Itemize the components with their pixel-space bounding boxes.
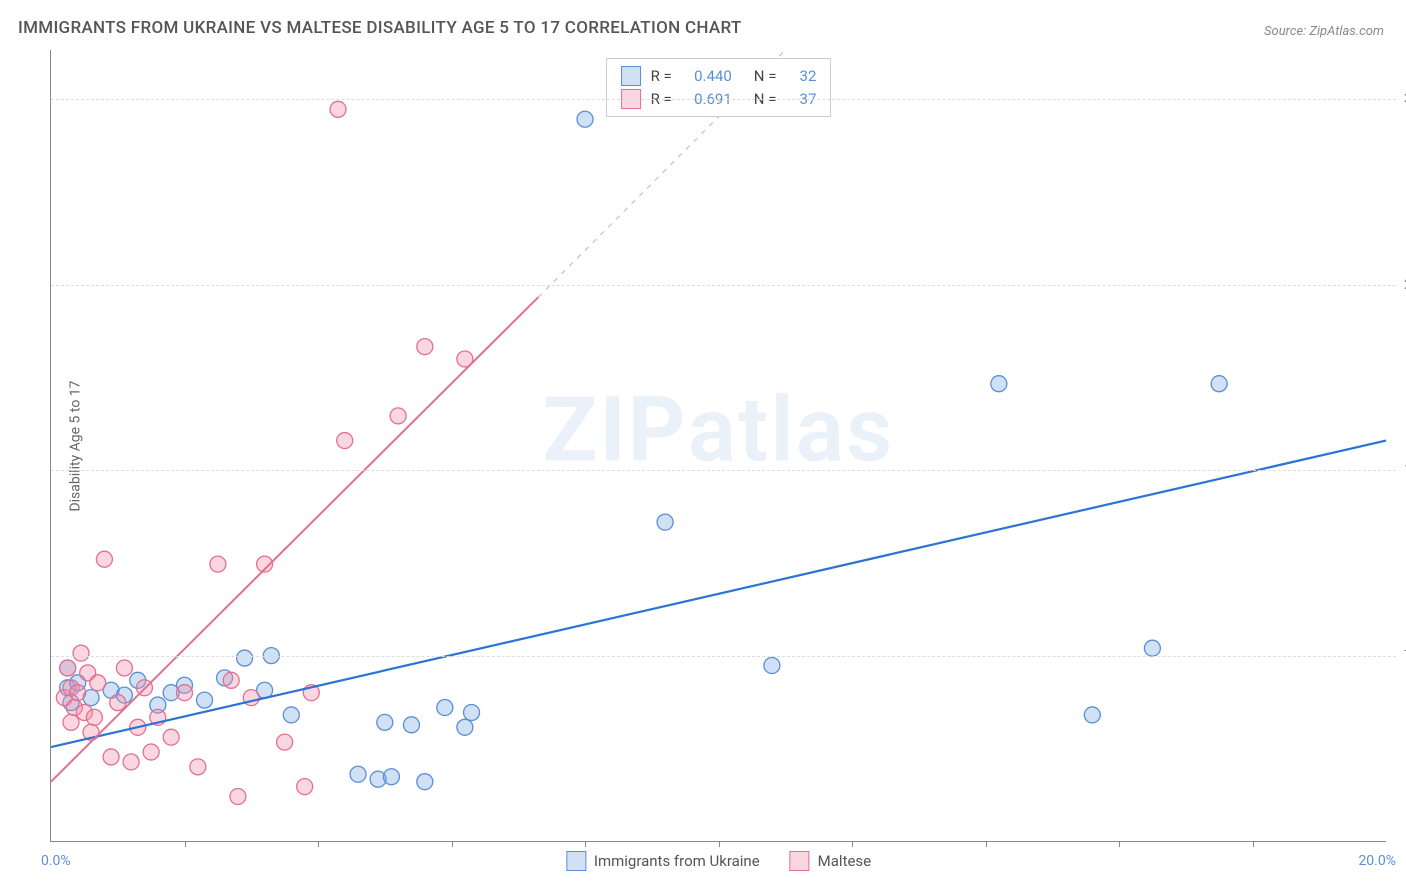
chart-title: IMMIGRANTS FROM UKRAINE VS MALTESE DISAB…: [18, 18, 742, 38]
legend-label: Maltese: [818, 852, 871, 870]
data-point: [123, 754, 139, 770]
x-tick: [852, 841, 853, 847]
x-tick: [986, 841, 987, 847]
data-point: [390, 408, 406, 424]
data-point: [403, 717, 419, 733]
data-point: [230, 789, 246, 805]
legend-n-label: N =: [754, 65, 777, 88]
grid-line: [51, 656, 1396, 657]
y-tick-label: 22.5%: [1396, 277, 1406, 293]
data-point: [991, 376, 1007, 392]
y-tick-label: 7.5%: [1396, 648, 1406, 664]
legend-swatch: [790, 851, 810, 871]
data-point: [1084, 707, 1100, 723]
legend-n-value: 32: [786, 65, 816, 88]
data-point: [96, 551, 112, 567]
correlation-legend: R =0.440N =32R =0.691N =37: [606, 58, 832, 117]
data-point: [60, 660, 76, 676]
x-tick: [318, 841, 319, 847]
data-point: [577, 111, 593, 127]
data-point: [457, 719, 473, 735]
data-point: [110, 695, 126, 711]
legend-r-label: R =: [651, 65, 672, 88]
data-point: [1144, 640, 1160, 656]
data-point: [63, 714, 79, 730]
data-point: [73, 645, 89, 661]
data-point: [277, 734, 293, 750]
data-point: [1211, 376, 1227, 392]
data-point: [464, 704, 480, 720]
grid-line: [51, 99, 1396, 100]
grid-line: [51, 285, 1396, 286]
data-point: [337, 433, 353, 449]
data-point: [210, 556, 226, 572]
data-point: [377, 714, 393, 730]
legend-swatch: [566, 851, 586, 871]
legend-r-value: 0.440: [682, 65, 732, 88]
x-tick: [1253, 841, 1254, 847]
x-tick: [185, 841, 186, 847]
legend-item: Immigrants from Ukraine: [566, 851, 760, 871]
data-point: [190, 759, 206, 775]
grid-line: [51, 470, 1396, 471]
data-point: [657, 514, 673, 530]
data-point: [116, 660, 132, 676]
source-attribution: Source: ZipAtlas.com: [1264, 24, 1384, 39]
legend-label: Immigrants from Ukraine: [594, 852, 760, 870]
data-point: [197, 692, 213, 708]
data-point: [90, 675, 106, 691]
plot-area: ZIPatlas R =0.440N =32R =0.691N =37 0.0%…: [50, 50, 1386, 842]
x-axis-max-label: 20.0%: [1358, 853, 1396, 869]
data-point: [177, 685, 193, 701]
legend-row: R = 0.440 N = 32: [621, 65, 817, 88]
data-point: [163, 729, 179, 745]
data-point: [437, 700, 453, 716]
data-point: [330, 101, 346, 117]
data-point: [417, 774, 433, 790]
x-axis-origin-label: 0.0%: [41, 853, 71, 869]
data-point: [283, 707, 299, 723]
trend-line: [51, 441, 1386, 748]
series-legend: Immigrants from Ukraine Maltese: [566, 851, 871, 871]
x-tick: [1119, 841, 1120, 847]
data-point: [237, 650, 253, 666]
x-tick: [719, 841, 720, 847]
y-tick-label: 30.0%: [1396, 91, 1406, 107]
legend-item: Maltese: [790, 851, 871, 871]
legend-swatch: [621, 66, 641, 86]
data-point: [223, 672, 239, 688]
data-point: [297, 779, 313, 795]
data-point: [86, 709, 102, 725]
data-point: [103, 749, 119, 765]
data-point: [383, 769, 399, 785]
y-tick-label: 15.0%: [1396, 462, 1406, 478]
data-point: [70, 685, 86, 701]
data-point: [764, 657, 780, 673]
data-point: [143, 744, 159, 760]
x-tick: [585, 841, 586, 847]
chart-svg: [51, 50, 1386, 841]
data-point: [350, 766, 366, 782]
data-point: [417, 339, 433, 355]
x-tick: [452, 841, 453, 847]
